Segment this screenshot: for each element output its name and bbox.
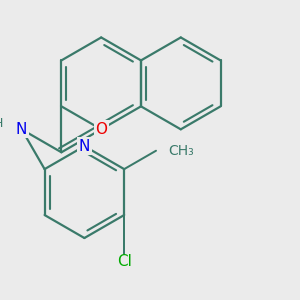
Text: N: N bbox=[16, 122, 27, 137]
Text: N: N bbox=[79, 139, 90, 154]
Text: Cl: Cl bbox=[117, 254, 132, 269]
Text: CH₃: CH₃ bbox=[168, 144, 194, 158]
Text: H: H bbox=[0, 117, 3, 130]
Text: O: O bbox=[95, 122, 107, 137]
